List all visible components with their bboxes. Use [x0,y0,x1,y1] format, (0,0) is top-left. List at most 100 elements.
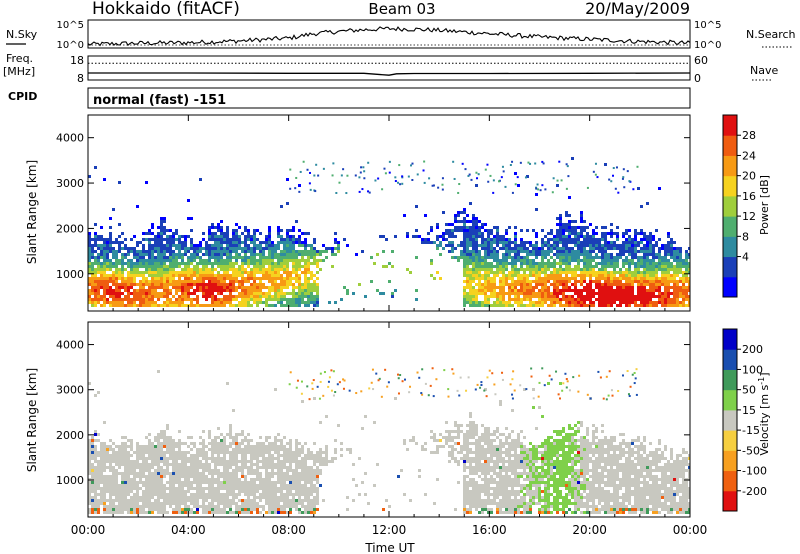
heatmap-cell [235,439,238,442]
heatmap-cell [151,451,154,454]
heatmap-cell [622,295,625,298]
heatmap-cell [571,232,574,235]
heatmap-cell [265,463,268,466]
heatmap-cell [411,162,414,165]
heatmap-cell [565,259,568,262]
heatmap-cell [592,280,595,283]
heatmap-cell [94,289,97,292]
heatmap-cell [139,274,142,277]
heatmap-cell [586,259,589,262]
heatmap-cell [463,304,466,307]
heatmap-cell [187,466,190,469]
heatmap-cell [253,301,256,304]
heatmap-cell [178,280,181,283]
heatmap-cell [643,268,646,271]
heatmap-cell [628,301,631,304]
heatmap-cell [160,457,163,460]
heatmap-cell [250,250,253,253]
heatmap-cell [265,493,268,496]
heatmap-cell [628,277,631,280]
heatmap-cell [622,235,625,238]
heatmap-cell [202,253,205,256]
heatmap-cell [451,241,454,244]
heatmap-cell [262,445,265,448]
heatmap-cell [244,508,247,511]
heatmap-cell [532,253,535,256]
heatmap-cell [367,190,370,193]
heatmap-cell [160,460,163,463]
heatmap-cell [94,493,97,496]
heatmap-cell [598,262,601,265]
heatmap-cell [103,256,106,259]
heatmap-cell [232,460,235,463]
heatmap-cell [376,289,379,292]
heatmap-cell [214,445,217,448]
heatmap-cell [226,256,229,259]
heatmap-cell [100,448,103,451]
heatmap-cell [274,388,277,391]
heatmap-cell [154,478,157,481]
heatmap-cell [622,301,625,304]
heatmap-cell [259,445,262,448]
heatmap-cell [220,433,223,436]
heatmap-cell [658,295,661,298]
heatmap-cell [226,271,229,274]
heatmap-cell [565,280,568,283]
heatmap-cell [673,292,676,295]
heatmap-cell [574,265,577,268]
heatmap-cell [280,241,283,244]
heatmap-cell [130,454,133,457]
heatmap-cell [592,238,595,241]
heatmap-cell [226,277,229,280]
heatmap-cell [622,274,625,277]
heatmap-cell [498,180,501,183]
heatmap-cell [217,283,220,286]
heatmap-cell [241,286,244,289]
heatmap-cell [544,286,547,289]
heatmap-cell [256,466,259,469]
noise-sky-series [87,26,691,47]
heatmap-cell [277,289,280,292]
heatmap-cell [544,283,547,286]
heatmap-cell [388,171,391,174]
heatmap-cell [91,292,94,295]
heatmap-cell [253,463,256,466]
heatmap-cell [679,301,682,304]
heatmap-cell [217,265,220,268]
heatmap-cell [514,226,517,229]
heatmap-cell [679,262,682,265]
heatmap-cell [415,229,418,232]
heatmap-cell [130,286,133,289]
heatmap-cell [181,256,184,259]
heatmap-cell [238,235,241,238]
heatmap-cell [127,472,130,475]
heatmap-cell [673,259,676,262]
heatmap-cell [610,271,613,274]
heatmap-cell [214,442,217,445]
heatmap-cell [583,253,586,256]
heatmap-cell [472,268,475,271]
heatmap-cell [544,295,547,298]
heatmap-cell [178,481,181,484]
heatmap-cell [241,292,244,295]
heatmap-cell [166,451,169,454]
heatmap-cell [514,183,517,186]
heatmap-cell [151,292,154,295]
heatmap-cell [271,280,274,283]
heatmap-cell [556,256,559,259]
heatmap-cell [235,235,238,238]
heatmap-cell [157,262,160,265]
heatmap-cell [157,286,160,289]
heatmap-cell [220,451,223,454]
heatmap-cell [547,277,550,280]
heatmap-cell [100,460,103,463]
heatmap-cell [487,235,490,238]
heatmap-cell [574,301,577,304]
heatmap-cell [193,511,196,514]
heatmap-cell [262,451,265,454]
heatmap-cell [130,262,133,265]
heatmap-cell [271,469,274,472]
heatmap-cell [577,226,580,229]
heatmap-cell [235,433,238,436]
heatmap-cell [229,442,232,445]
